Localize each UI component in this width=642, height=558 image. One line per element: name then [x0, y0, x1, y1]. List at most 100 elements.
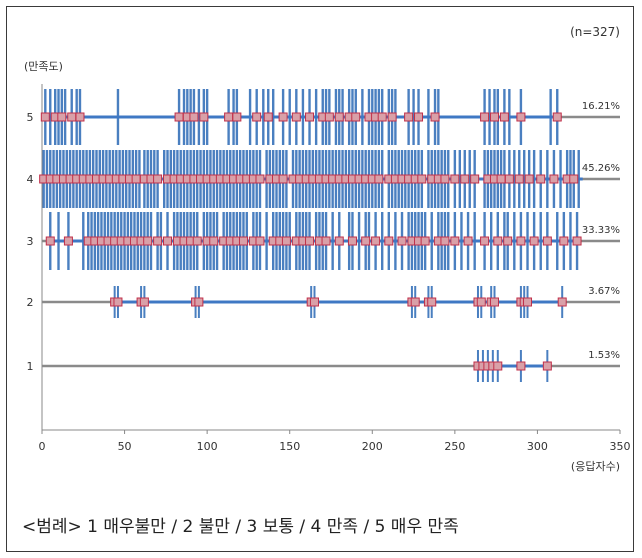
response-marker [463, 236, 473, 246]
y-tick-label: 1 [27, 360, 34, 373]
response-marker [252, 112, 262, 122]
response-marker [153, 236, 163, 246]
response-marker [351, 112, 361, 122]
x-tick-label: 0 [39, 440, 46, 453]
response-marker [278, 174, 288, 184]
level-percent-label: 1.53% [588, 350, 620, 361]
x-axis-label: (응답자수) [571, 460, 620, 473]
response-marker [238, 236, 248, 246]
x-tick-label: 50 [118, 440, 132, 453]
response-marker [40, 112, 50, 122]
response-marker [384, 236, 394, 246]
response-marker [496, 174, 506, 184]
response-marker [440, 174, 450, 184]
response-marker [232, 112, 242, 122]
response-marker [559, 236, 569, 246]
response-marker [549, 174, 559, 184]
response-marker [374, 174, 384, 184]
level-percent-label: 33.33% [582, 225, 620, 236]
response-marker [67, 112, 77, 122]
x-tick-label: 100 [197, 440, 218, 453]
response-marker [281, 236, 291, 246]
response-marker [493, 361, 503, 371]
response-marker [113, 297, 123, 307]
x-tick-label: 350 [610, 440, 631, 453]
response-marker [516, 112, 526, 122]
response-marker [291, 112, 301, 122]
response-marker [503, 236, 513, 246]
response-marker [504, 174, 514, 184]
response-marker [189, 112, 199, 122]
response-marker [347, 236, 357, 246]
level-percent-label: 16.21% [582, 101, 620, 112]
response-marker [420, 236, 430, 246]
response-marker [174, 112, 184, 122]
response-marker [480, 112, 490, 122]
response-marker [557, 297, 567, 307]
response-marker [199, 112, 209, 122]
response-marker [499, 112, 509, 122]
response-marker [427, 297, 437, 307]
response-marker [480, 236, 490, 246]
response-marker [410, 297, 420, 307]
response-marker [470, 174, 480, 184]
response-marker [255, 174, 265, 184]
response-marker [255, 236, 265, 246]
response-marker [489, 112, 499, 122]
response-marker [417, 174, 427, 184]
level-percent-label: 45.26% [582, 163, 620, 174]
response-marker [305, 112, 315, 122]
response-marker [493, 236, 503, 246]
response-marker [278, 112, 288, 122]
response-marker [63, 236, 73, 246]
response-marker [263, 112, 273, 122]
response-marker [523, 297, 533, 307]
y-tick-label: 5 [27, 111, 34, 124]
response-marker [524, 174, 534, 184]
response-marker [163, 236, 173, 246]
response-marker [324, 112, 334, 122]
response-marker [572, 236, 582, 246]
chart-frame [6, 6, 634, 552]
response-marker [516, 236, 526, 246]
response-marker [194, 297, 204, 307]
response-marker [131, 174, 141, 184]
response-marker [440, 236, 450, 246]
response-marker [529, 236, 539, 246]
level-percent-label: 3.67% [588, 286, 620, 297]
response-marker [57, 112, 67, 122]
response-marker [397, 236, 407, 246]
response-marker [143, 236, 153, 246]
sample-size-note: (n=327) [570, 25, 620, 39]
response-marker [224, 112, 234, 122]
response-marker [75, 112, 85, 122]
response-marker [569, 174, 579, 184]
response-marker [536, 174, 546, 184]
response-marker [514, 174, 524, 184]
x-tick-label: 250 [444, 440, 465, 453]
response-marker [321, 236, 331, 246]
response-marker [361, 236, 371, 246]
response-marker [309, 297, 319, 307]
response-marker [371, 236, 381, 246]
legend-note: <범례> 1 매우불만 / 2 불만 / 3 보통 / 4 만족 / 5 매우 … [22, 517, 459, 537]
response-marker [305, 236, 315, 246]
response-marker [542, 361, 552, 371]
response-marker [552, 112, 562, 122]
y-tick-label: 4 [27, 173, 34, 186]
response-marker [414, 112, 424, 122]
response-marker [542, 236, 552, 246]
response-marker [334, 236, 344, 246]
response-marker [450, 174, 460, 184]
response-marker [192, 236, 202, 246]
response-marker [516, 361, 526, 371]
x-tick-label: 300 [527, 440, 548, 453]
response-marker [139, 297, 149, 307]
x-tick-label: 150 [279, 440, 300, 453]
y-tick-label: 2 [27, 296, 34, 309]
response-marker [489, 297, 499, 307]
response-marker [450, 236, 460, 246]
response-marker [476, 297, 486, 307]
response-marker [430, 112, 440, 122]
